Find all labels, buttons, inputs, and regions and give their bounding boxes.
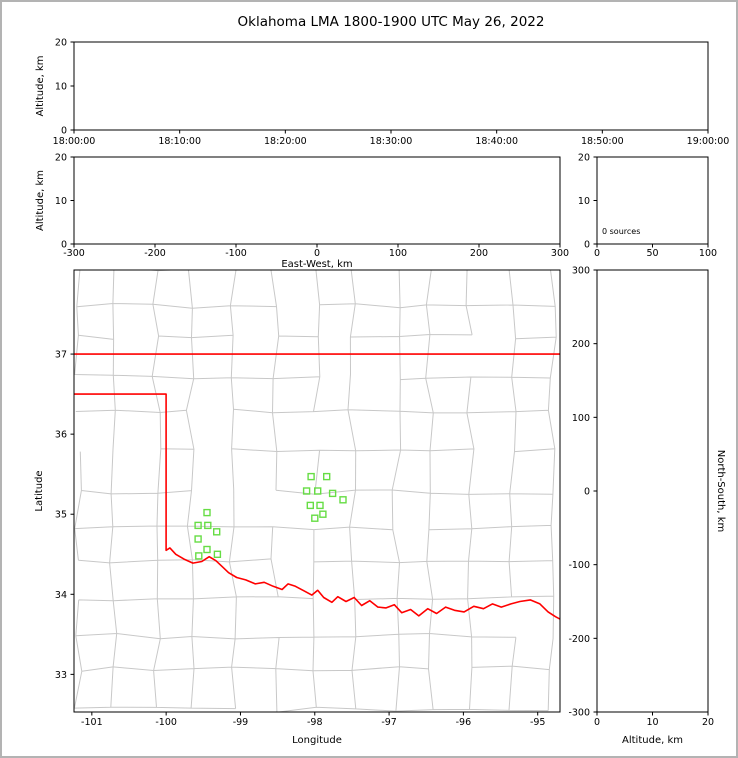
svg-text:-95: -95: [530, 717, 546, 728]
svg-text:Altitude, km: Altitude, km: [622, 735, 683, 746]
svg-text:East-West, km: East-West, km: [281, 259, 352, 270]
oklahoma-state-border: [74, 353, 560, 620]
svg-text:50: 50: [646, 248, 658, 259]
svg-text:18:10:00: 18:10:00: [158, 136, 201, 147]
svg-text:10: 10: [55, 196, 67, 207]
svg-text:18:00:00: 18:00:00: [53, 136, 96, 147]
svg-text:-98: -98: [307, 717, 323, 728]
panel-ew-height: -300 -200 -100 0 100 200 300 0 10 20 Altitude, km E…: [35, 153, 569, 271]
svg-text:18:20:00: 18:20:00: [264, 136, 307, 147]
svg-text:-99: -99: [233, 717, 249, 728]
figure-title: Oklahoma LMA 1800-1900 UTC May 26, 2022: [237, 14, 545, 30]
svg-text:37: 37: [55, 350, 67, 361]
svg-text:20: 20: [578, 153, 590, 164]
svg-text:100: 100: [389, 248, 407, 259]
svg-text:19:00:00: 19:00:00: [687, 136, 730, 147]
svg-text:10: 10: [646, 717, 658, 728]
svg-text:-200: -200: [144, 248, 166, 259]
svg-text:10: 10: [578, 196, 590, 207]
svg-text:0: 0: [61, 126, 67, 137]
svg-text:-300: -300: [568, 708, 590, 719]
svg-text:20: 20: [55, 38, 67, 49]
svg-text:100: 100: [699, 248, 717, 259]
svg-text:18:40:00: 18:40:00: [475, 136, 518, 147]
svg-text:-100: -100: [568, 560, 590, 571]
svg-text:0: 0: [594, 717, 600, 728]
svg-text:10: 10: [55, 82, 67, 93]
svg-text:0: 0: [584, 487, 590, 498]
panel-ns-height: 300 200 100 0 -100 -200 -300 0 10 20 Altitude, km N…: [568, 266, 726, 747]
svg-text:Altitude, km: Altitude, km: [35, 56, 46, 117]
svg-text:Altitude, km: Altitude, km: [35, 170, 46, 231]
svg-text:20: 20: [55, 153, 67, 164]
svg-text:-300: -300: [63, 248, 85, 259]
svg-text:33: 33: [55, 670, 67, 681]
svg-text:0: 0: [61, 240, 67, 251]
svg-text:-97: -97: [381, 717, 397, 728]
svg-text:-200: -200: [568, 634, 590, 645]
svg-text:18:30:00: 18:30:00: [370, 136, 413, 147]
svg-text:North-South, km: North-South, km: [715, 450, 726, 533]
panel-plan-view-map: -101 -100 -99 -98 -97 -96 -95 33 34 35 36 37 Latitud…: [34, 269, 561, 746]
svg-text:20: 20: [702, 717, 714, 728]
svg-text:100: 100: [572, 413, 590, 424]
panel-time-height: 18:00:00 18:10:00 18:20:00 18:30:00 18:40:00…: [35, 38, 729, 148]
svg-text:18:50:00: 18:50:00: [581, 136, 624, 147]
svg-text:0: 0: [594, 248, 600, 259]
svg-text:36: 36: [55, 430, 67, 441]
svg-text:-101: -101: [81, 717, 103, 728]
svg-text:-96: -96: [456, 717, 472, 728]
svg-text:300: 300: [551, 248, 569, 259]
source-count-annotation: 0 sources: [602, 227, 640, 236]
svg-text:0: 0: [314, 248, 320, 259]
svg-text:0: 0: [584, 240, 590, 251]
county-boundaries: [74, 270, 557, 712]
svg-text:Latitude: Latitude: [34, 470, 45, 511]
svg-text:300: 300: [572, 266, 590, 277]
panel-source-histogram: 0 50 100 0 10 20 0 sources: [578, 153, 717, 260]
svg-text:-100: -100: [155, 717, 177, 728]
svg-text:200: 200: [572, 339, 590, 350]
svg-text:34: 34: [55, 590, 67, 601]
svg-text:-100: -100: [225, 248, 247, 259]
svg-text:35: 35: [55, 510, 67, 521]
svg-text:200: 200: [470, 248, 488, 259]
lma-station-markers: [194, 472, 347, 560]
svg-text:Longitude: Longitude: [292, 735, 342, 746]
